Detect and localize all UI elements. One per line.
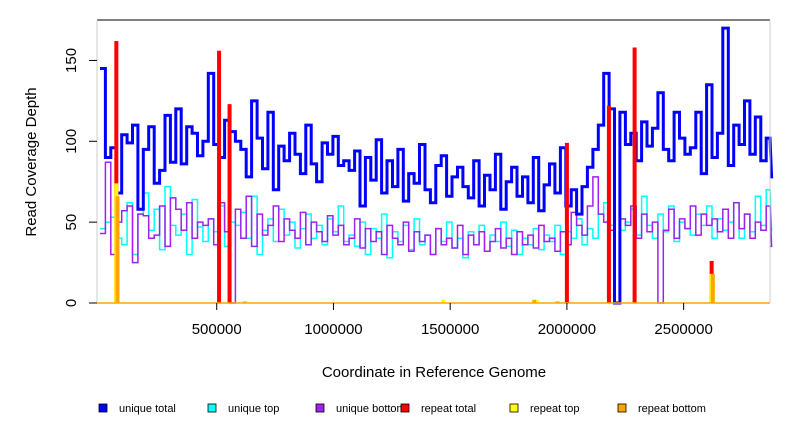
x-tick-label: 1500000 xyxy=(421,321,479,338)
y-tick-label: 50 xyxy=(63,214,80,231)
legend-swatch xyxy=(207,403,217,413)
series-unique-bottom xyxy=(100,161,773,304)
y-axis-label: Read Coverage Depth xyxy=(23,87,40,236)
axes: 500000 1000000 1500000 2000000 2500000 0 50 100… xyxy=(63,19,771,338)
x-tick-label: 500000 xyxy=(192,321,242,338)
x-tick-label: 1000000 xyxy=(304,321,362,338)
legend-swatch xyxy=(617,403,627,413)
legend-label: repeat top xyxy=(530,403,580,415)
x-axis-label: Coordinate in Reference Genome xyxy=(322,364,546,381)
y-tick-label: 100 xyxy=(63,129,80,154)
legend: unique total unique top unique bottom repea… xyxy=(98,403,706,415)
x-tick-label: 2500000 xyxy=(654,321,712,338)
x-tick-label: 2000000 xyxy=(538,321,596,338)
plot-area xyxy=(97,26,774,305)
legend-label: unique top xyxy=(228,403,279,415)
legend-label: unique bottom xyxy=(336,403,406,415)
legend-label: unique total xyxy=(119,403,176,415)
y-tick-label: 150 xyxy=(63,48,80,73)
legend-swatch xyxy=(509,403,519,413)
legend-swatch xyxy=(315,403,325,413)
series-unique-total xyxy=(100,26,774,305)
y-tick-label: 0 xyxy=(63,299,80,307)
legend-label: repeat total xyxy=(421,403,476,415)
legend-swatch xyxy=(400,403,410,413)
legend-swatch xyxy=(98,403,108,413)
legend-label: repeat bottom xyxy=(638,403,706,415)
